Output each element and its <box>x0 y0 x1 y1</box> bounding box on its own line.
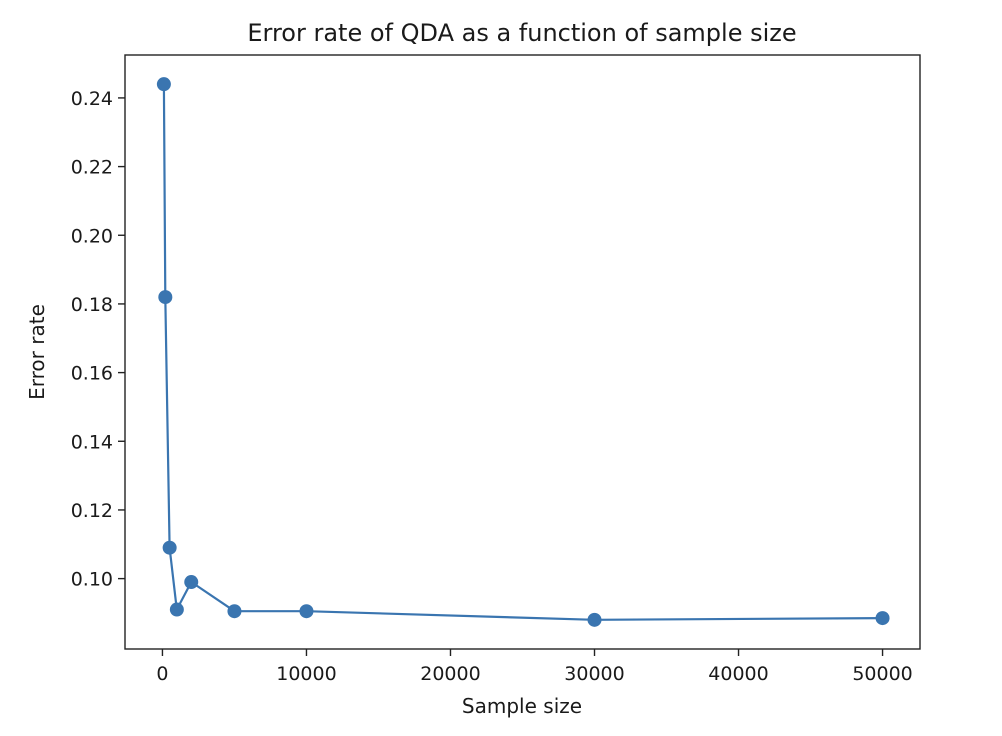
x-tick-label: 10000 <box>276 663 336 685</box>
y-tick-label: 0.24 <box>71 88 113 110</box>
x-tick-label: 0 <box>156 663 168 685</box>
y-axis: 0.10 0.12 0.14 0.16 0.18 0.20 0.22 0.24 <box>71 88 125 591</box>
y-tick-label: 0.16 <box>71 363 113 385</box>
x-tick-label: 50000 <box>852 663 912 685</box>
y-tick-label: 0.22 <box>71 157 113 179</box>
x-axis: 0 10000 20000 30000 40000 50000 <box>156 649 913 685</box>
series <box>156 77 890 627</box>
data-point <box>158 290 173 305</box>
data-point <box>169 602 184 617</box>
data-point <box>299 604 314 619</box>
y-tick-label: 0.14 <box>71 431 113 453</box>
data-point <box>227 604 242 619</box>
x-tick-label: 20000 <box>420 663 480 685</box>
series-line <box>162 84 883 621</box>
y-tick-label: 0.18 <box>71 294 113 316</box>
y-axis-label: Error rate <box>25 304 49 400</box>
y-tick-label: 0.12 <box>71 500 113 522</box>
y-tick-label: 0.10 <box>71 569 113 591</box>
x-tick-label: 30000 <box>564 663 624 685</box>
plot-frame <box>124 54 921 650</box>
chart-title: Error rate of QDA as a function of sampl… <box>247 19 796 47</box>
data-point <box>875 611 890 626</box>
data-point <box>156 77 171 92</box>
x-axis-label: Sample size <box>462 694 582 718</box>
data-point <box>162 540 177 555</box>
x-tick-label: 40000 <box>708 663 768 685</box>
data-point <box>184 575 199 590</box>
data-point <box>587 612 602 627</box>
y-tick-label: 0.20 <box>71 225 113 247</box>
